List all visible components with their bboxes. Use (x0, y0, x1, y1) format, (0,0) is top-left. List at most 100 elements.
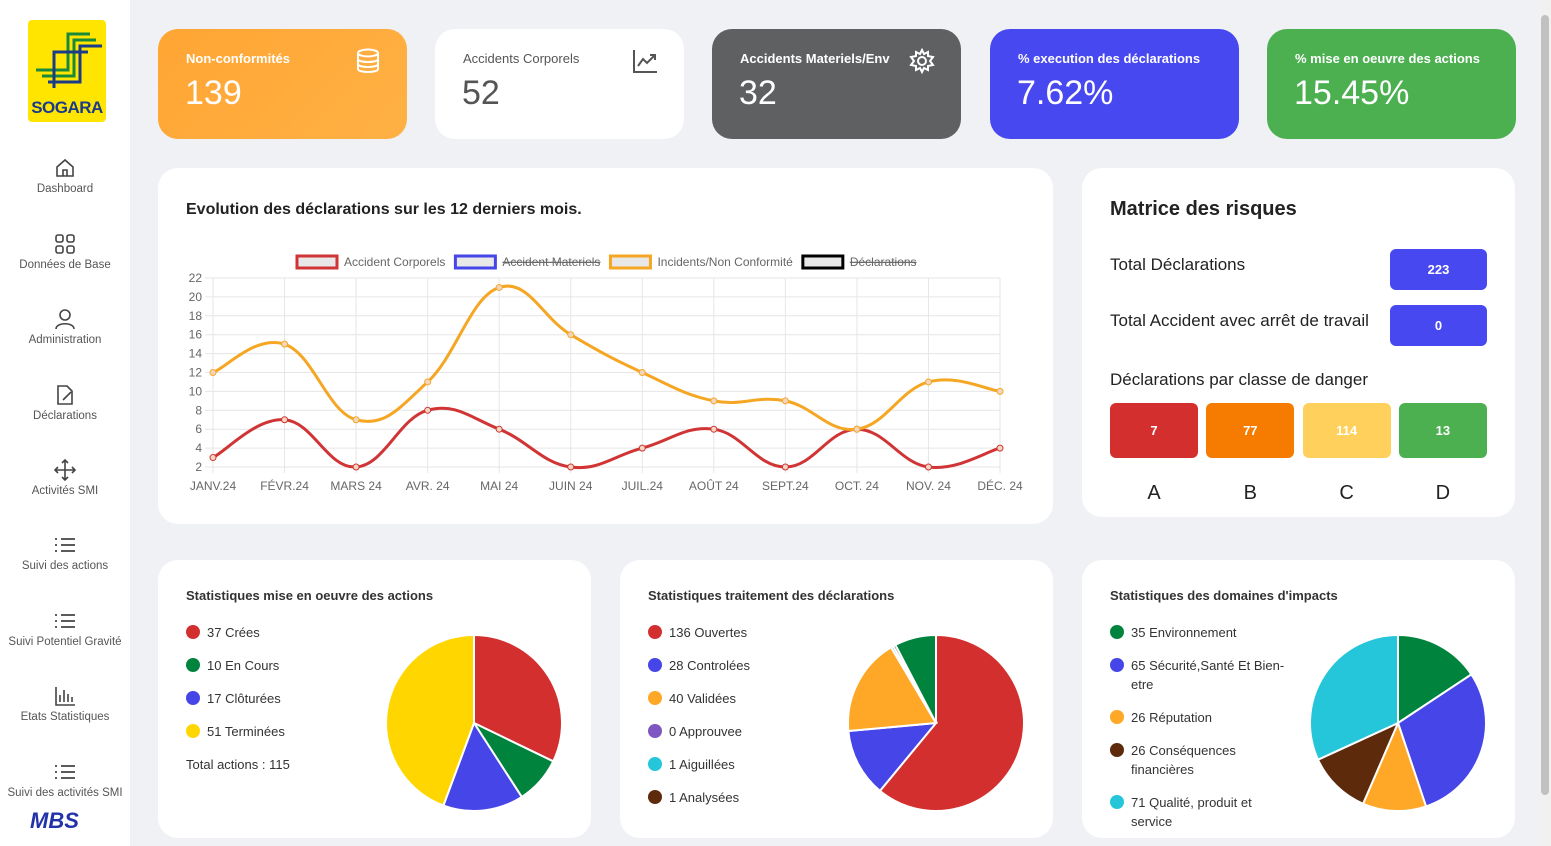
point (638, 444, 646, 452)
line-series (212, 284, 1001, 431)
nav-item[interactable]: Activités SMI (0, 459, 130, 497)
line-chart-card (158, 168, 1053, 524)
point (638, 369, 646, 376)
legend-dot (648, 658, 662, 672)
risk-label: Total Accident avec arrêt de travail (1110, 311, 1369, 330)
legend-item: 1 Aiguillées (648, 755, 833, 774)
legend-swatch (453, 254, 497, 270)
kpi-value: 7.62% (1017, 74, 1114, 112)
legend-label: Controlées (687, 658, 750, 673)
danger-class-name: C (1339, 482, 1354, 504)
icon (56, 158, 74, 177)
legend-label: Qualité, produit et service (1131, 795, 1252, 828)
kpi-card: % execution des déclarations 7.62% (990, 29, 1239, 139)
legend-label: Approuvee (679, 724, 743, 739)
legend-dot (186, 658, 200, 672)
point (996, 444, 1004, 452)
y-tick-label: 22 (189, 271, 203, 285)
x-tick-label: AVR. 24 (406, 479, 450, 493)
pie-legend: 37 Crées 10 En Cours 17 Clôturées 51 Termin… (186, 623, 371, 828)
legend-value: 0 (669, 724, 677, 739)
total-value: 115 (269, 757, 290, 772)
point (352, 416, 360, 424)
danger-class: 7 (1110, 403, 1198, 458)
nav-item[interactable]: Déclarations (0, 384, 130, 422)
kpi-label: % mise en oeuvre des actions (1295, 51, 1480, 66)
legend-value: 65 (1131, 658, 1146, 673)
nav-label: Suivi des activités SMI (7, 787, 123, 799)
chart-title: Evolution des déclarations sur les 12 de… (186, 201, 582, 218)
legend-value: 17 (207, 691, 222, 706)
point (281, 340, 289, 348)
nav-item[interactable]: Données de Base (0, 233, 130, 271)
legend-item: 51 Terminées (186, 722, 371, 741)
x-tick-label: JANV.24 (190, 479, 237, 493)
point (567, 463, 575, 471)
point (424, 406, 432, 414)
point (710, 397, 718, 405)
pie-title: Statistiques des domaines d'impacts (1110, 588, 1338, 603)
icon (55, 538, 75, 552)
pie-slice (847, 645, 938, 733)
legend-label: Conséquences financières (1131, 743, 1236, 777)
kpi-card: % mise en oeuvre des actions 15.45% (1267, 29, 1516, 139)
y-tick-label: 18 (189, 309, 203, 323)
pie-slice (473, 633, 563, 763)
legend-item: 1 Analysées (648, 788, 833, 807)
kpi-label: Accidents Materiels/Env (740, 51, 890, 66)
legend-label: Réputation (1149, 710, 1212, 725)
footer-logo: MBS (30, 808, 79, 833)
pie-slice (1361, 720, 1428, 812)
point (710, 425, 718, 433)
nav-item[interactable]: Suivi Potentiel Gravité (0, 610, 130, 648)
legend-label: En Cours (225, 658, 280, 673)
nav-label: Dashboard (36, 183, 94, 195)
logo-graphic (36, 32, 102, 88)
legend-label: Déclarations (850, 255, 917, 269)
legend-value: 51 (207, 724, 222, 739)
legend-dot (648, 625, 662, 639)
scrollbar[interactable] (1539, 0, 1551, 846)
nav-item[interactable]: Etats Statistiques (0, 685, 130, 723)
legend-dot (186, 625, 200, 639)
pie-legend: 35 Environnement 65 Sécurité,Santé Et Bie… (1110, 623, 1295, 828)
legend-item: 26 Réputation (1110, 708, 1295, 727)
y-tick-label: 16 (189, 328, 203, 342)
nav-item[interactable]: Suivi des activités SMI (0, 761, 130, 799)
point (781, 397, 789, 405)
legend-value: 1 (669, 790, 677, 805)
danger-class-name: B (1243, 482, 1257, 504)
legend-value: 28 (669, 658, 684, 673)
x-tick-label: FÉVR.24 (260, 478, 309, 493)
total-label: Total actions : (186, 757, 266, 772)
risk-badge: 0 (1390, 305, 1487, 346)
y-tick-label: 4 (195, 441, 202, 455)
legend-value: 71 (1131, 795, 1146, 810)
nav-item[interactable]: Dashboard (0, 157, 130, 195)
x-tick-label: NOV. 24 (906, 479, 951, 493)
kpi-value: 32 (739, 74, 777, 112)
y-tick-label: 10 (189, 384, 203, 398)
scroll-thumb[interactable] (1541, 15, 1549, 795)
danger-class: 77 (1206, 403, 1295, 458)
x-tick-label: SEPT.24 (762, 479, 809, 493)
x-tick-label: JUIN 24 (549, 479, 593, 493)
x-tick-label: MARS 24 (330, 479, 382, 493)
x-tick-label: OCT. 24 (835, 479, 879, 493)
nav-item[interactable]: Suivi des actions (0, 534, 130, 572)
legend-item: 71 Qualité, produit et service (1110, 793, 1295, 828)
pie-slice (1309, 633, 1399, 761)
legend-value: 1 (669, 757, 677, 772)
legend-item: 0 Approuvee (648, 722, 833, 741)
y-tick-label: 12 (189, 366, 203, 380)
nav-label: Activités SMI (31, 485, 99, 497)
risk-badge: 223 (1390, 249, 1487, 290)
x-tick-label: MAI 24 (480, 479, 518, 493)
kpi-value: 139 (185, 74, 242, 112)
point (853, 425, 861, 433)
y-tick-label: 14 (189, 347, 203, 361)
nav-item[interactable]: Administration (0, 308, 130, 346)
legend-label: Accident Materiels (502, 255, 600, 269)
legend-swatch (608, 254, 652, 270)
